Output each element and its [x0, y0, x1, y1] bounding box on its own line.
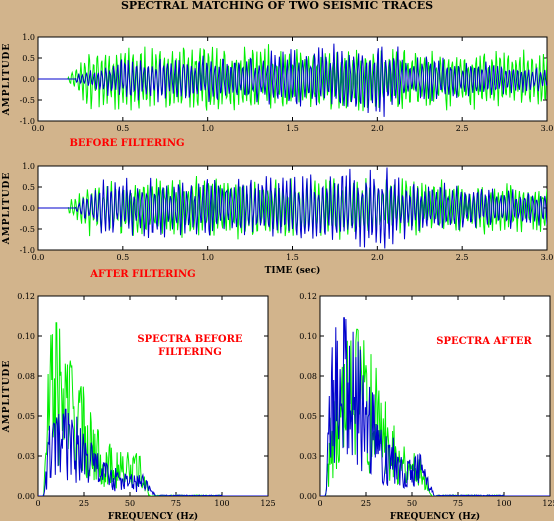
y-tick-label: 0.5: [22, 183, 35, 192]
x-tick-label: 75: [453, 499, 463, 508]
x-tick-label: 0.5: [116, 124, 129, 133]
y-tick-label: -0.5: [20, 96, 35, 105]
x-tick-label: 125: [260, 499, 275, 508]
y-tick-label: 0.08: [299, 372, 317, 381]
x-tick-label: 0.5: [116, 253, 129, 262]
y-tick-label: 0.05: [17, 412, 35, 421]
x-tick-label: 2.5: [456, 253, 469, 262]
x-tick-label: 2.5: [456, 124, 469, 133]
x-tick-label: 100: [214, 499, 229, 508]
x-tick-label: 2.0: [371, 124, 384, 133]
chart-spectra-after: 0 25 50 75 100 125 0.00 0.03 0.05 0.08 0.10 0.12 FRE…: [299, 292, 554, 521]
x-tick-label: 3.0: [541, 124, 554, 133]
x-tick-label: 50: [125, 499, 135, 508]
y-tick-label: 0.0: [22, 204, 35, 213]
y-tick-label: -0.5: [20, 225, 35, 234]
x-tick-label: 0.0: [32, 253, 45, 262]
annotation: FILTERING: [158, 347, 222, 358]
chart-spectra-before: 0 25 50 75 100 125 0.00 0.03 0.05 0.08 0.10 0.12 AMP…: [2, 292, 276, 521]
y-tick-label: 0.00: [299, 492, 317, 501]
y-axis-label: AMPLITUDE: [2, 172, 12, 245]
x-tick-label: 50: [407, 499, 417, 508]
x-tick-label: 0: [317, 499, 322, 508]
x-tick-label: 125: [542, 499, 554, 508]
y-tick-label: 0.12: [17, 292, 35, 301]
series-line: [38, 408, 268, 496]
series-line: [38, 44, 547, 112]
y-tick-label: 0.03: [299, 452, 317, 461]
y-tick-label: 0.03: [17, 452, 35, 461]
annotation: BEFORE FILTERING: [69, 138, 184, 149]
y-tick-label: -1.0: [20, 246, 35, 255]
x-axis-label: FREQUENCY (Hz): [108, 511, 198, 521]
y-tick-label: 1.0: [22, 162, 35, 171]
x-tick-label: 2.0: [371, 253, 384, 262]
x-tick-label: 75: [171, 499, 181, 508]
y-tick-label: 1.0: [22, 33, 35, 42]
y-tick-label: 0.12: [299, 292, 317, 301]
y-tick-label: -1.0: [20, 117, 35, 126]
y-axis-label: AMPLITUDE: [2, 43, 12, 116]
annotation: SPECTRA AFTER: [436, 336, 532, 347]
y-tick-label: 0.5: [22, 54, 35, 63]
annotation: SPECTRA BEFORE: [137, 334, 243, 345]
y-axis-label: AMPLITUDE: [2, 360, 12, 433]
series-line: [320, 317, 550, 496]
y-tick-label: 0.00: [17, 492, 35, 501]
y-tick-label: 0.0: [22, 75, 35, 84]
x-tick-label: 1.5: [286, 253, 299, 262]
plot-area: [319, 295, 551, 497]
x-tick-label: 0.0: [32, 124, 45, 133]
chart-time-before: 0.0 0.5 1.0 1.5 2.0 2.5 3.0 -1.0 -0.5 0.0 0.5 1.0 AM…: [2, 33, 553, 149]
figure-title: SPECTRAL MATCHING OF TWO SEISMIC TRACES: [121, 0, 433, 12]
x-tick-label: 25: [361, 499, 371, 508]
x-tick-label: 0: [35, 499, 40, 508]
x-tick-label: 3.0: [541, 253, 554, 262]
x-axis-label: TIME (sec): [265, 265, 321, 276]
y-tick-label: 0.08: [17, 372, 35, 381]
annotation: AFTER FILTERING: [89, 269, 195, 280]
x-axis-label: FREQUENCY (Hz): [390, 511, 480, 521]
y-tick-label: 0.10: [299, 332, 317, 341]
y-tick-label: 0.10: [17, 332, 35, 341]
x-tick-label: 1.5: [286, 124, 299, 133]
x-tick-label: 1.0: [201, 253, 214, 262]
x-tick-label: 1.0: [201, 124, 214, 133]
series-line: [38, 43, 547, 117]
y-tick-label: 0.05: [299, 412, 317, 421]
x-tick-label: 25: [79, 499, 89, 508]
chart-time-after: 0.0 0.5 1.0 1.5 2.0 2.5 3.0 -1.0 -0.5 0.0 0.5 1.0 AM…: [2, 162, 553, 280]
x-tick-label: 100: [496, 499, 511, 508]
series-line: [38, 167, 547, 249]
